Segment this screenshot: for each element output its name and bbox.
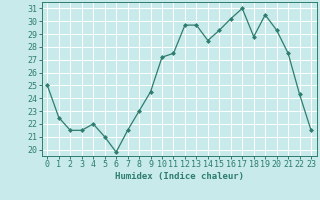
X-axis label: Humidex (Indice chaleur): Humidex (Indice chaleur) <box>115 172 244 181</box>
